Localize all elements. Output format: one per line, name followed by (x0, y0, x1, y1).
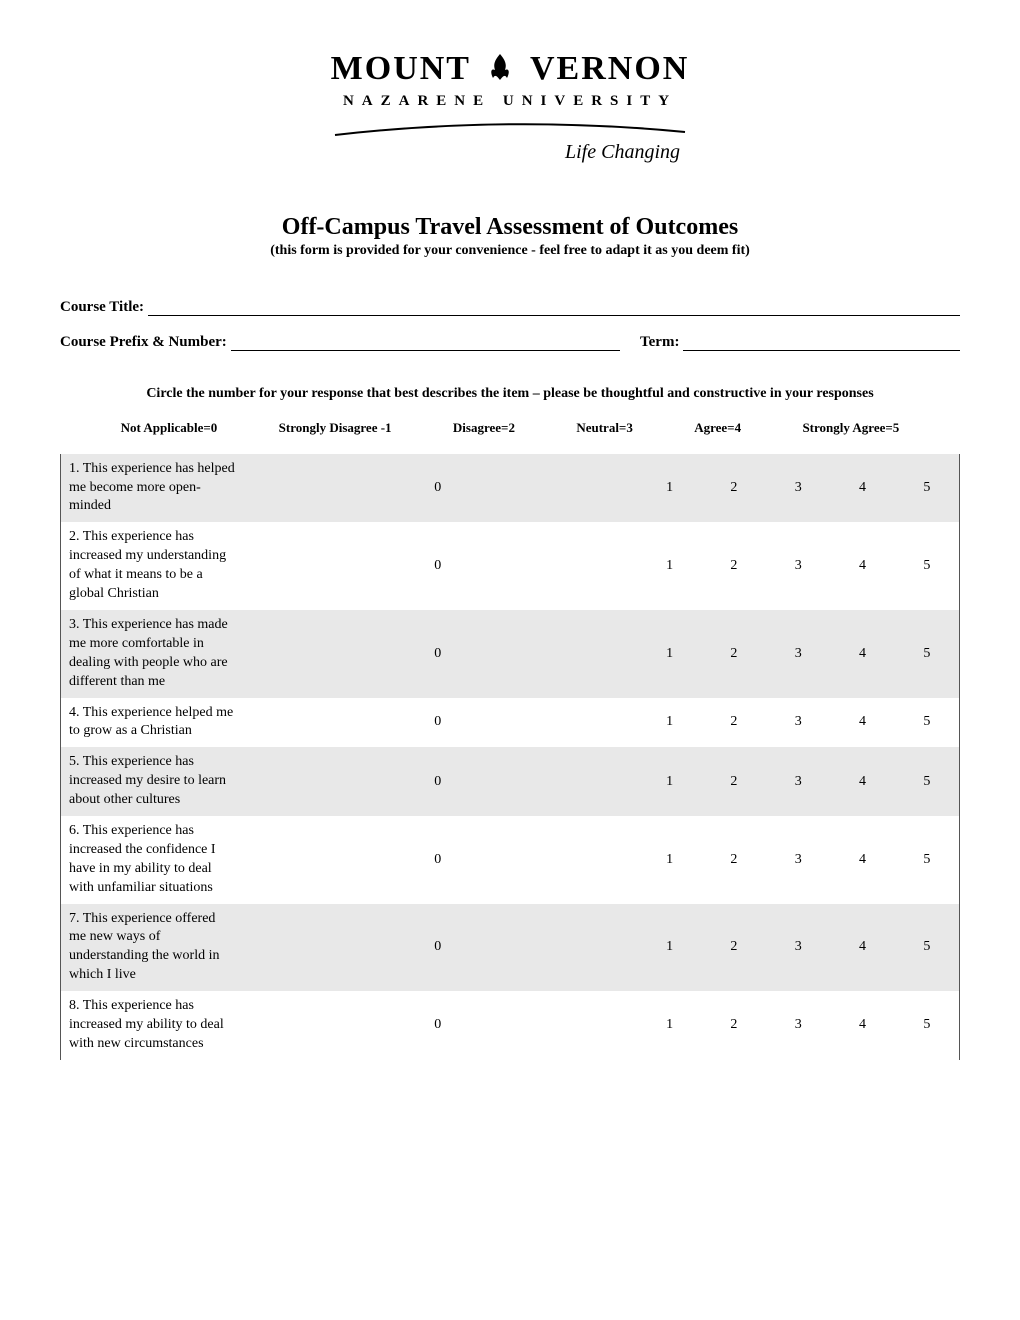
rating-option-4[interactable]: 4 (830, 454, 894, 523)
document-title: Off-Campus Travel Assessment of Outcomes (60, 214, 960, 241)
term-label: Term: (640, 334, 679, 351)
spacer (449, 816, 637, 904)
course-title-line[interactable] (148, 300, 960, 316)
rating-option-3[interactable]: 3 (766, 904, 830, 992)
rating-option-5[interactable]: 5 (895, 698, 960, 748)
rating-option-2[interactable]: 2 (702, 816, 766, 904)
rating-option-0[interactable]: 0 (243, 454, 449, 523)
course-prefix-field[interactable]: Course Prefix & Number: (60, 334, 620, 351)
rating-option-1[interactable]: 1 (637, 522, 701, 610)
rating-option-5[interactable]: 5 (895, 747, 960, 816)
rating-option-0[interactable]: 0 (243, 610, 449, 698)
rating-option-5[interactable]: 5 (895, 610, 960, 698)
legend-d: Disagree=2 (453, 420, 515, 436)
question-text: 5. This experience has increased my desi… (61, 747, 243, 816)
rating-option-2[interactable]: 2 (702, 522, 766, 610)
rating-option-1[interactable]: 1 (637, 747, 701, 816)
rating-option-4[interactable]: 4 (830, 904, 894, 992)
rating-option-1[interactable]: 1 (637, 816, 701, 904)
document-subtitle: (this form is provided for your convenie… (60, 243, 960, 259)
instructions-text: Circle the number for your response that… (60, 386, 960, 402)
university-logo: MOUNT VERNON NAZARENE UNIVERSITY Life Ch… (60, 50, 960, 164)
spacer (449, 610, 637, 698)
rating-option-0[interactable]: 0 (243, 522, 449, 610)
scale-legend: Not Applicable=0 Strongly Disagree -1 Di… (60, 420, 960, 436)
rating-option-3[interactable]: 3 (766, 522, 830, 610)
rating-option-1[interactable]: 1 (637, 610, 701, 698)
rating-option-2[interactable]: 2 (702, 747, 766, 816)
rating-option-2[interactable]: 2 (702, 698, 766, 748)
legend-sd: Strongly Disagree -1 (279, 420, 392, 436)
spacer (449, 522, 637, 610)
rating-option-4[interactable]: 4 (830, 610, 894, 698)
rating-option-1[interactable]: 1 (637, 454, 701, 523)
rating-option-4[interactable]: 4 (830, 991, 894, 1060)
logo-text-left: MOUNT (331, 50, 471, 88)
term-field[interactable]: Term: (640, 334, 960, 351)
table-row: 1. This experience has helped me become … (61, 454, 960, 523)
rating-option-1[interactable]: 1 (637, 904, 701, 992)
rating-option-4[interactable]: 4 (830, 747, 894, 816)
course-prefix-label: Course Prefix & Number: (60, 334, 227, 351)
legend-sa: Strongly Agree=5 (802, 420, 899, 436)
spacer (449, 747, 637, 816)
rating-option-0[interactable]: 0 (243, 747, 449, 816)
rating-option-4[interactable]: 4 (830, 698, 894, 748)
table-row: 3. This experience has made me more comf… (61, 610, 960, 698)
rating-option-0[interactable]: 0 (243, 816, 449, 904)
rating-option-3[interactable]: 3 (766, 747, 830, 816)
flame-icon (485, 52, 515, 91)
rating-option-2[interactable]: 2 (702, 904, 766, 992)
table-row: 4. This experience helped me to grow as … (61, 698, 960, 748)
rating-option-1[interactable]: 1 (637, 698, 701, 748)
table-row: 8. This experience has increased my abil… (61, 991, 960, 1060)
course-title-label: Course Title: (60, 299, 144, 316)
rating-option-2[interactable]: 2 (702, 991, 766, 1060)
table-row: 6. This experience has increased the con… (61, 816, 960, 904)
rating-option-5[interactable]: 5 (895, 522, 960, 610)
table-row: 7. This experience offered me new ways o… (61, 904, 960, 992)
term-line[interactable] (683, 335, 960, 351)
spacer (449, 991, 637, 1060)
rating-option-4[interactable]: 4 (830, 522, 894, 610)
rating-option-5[interactable]: 5 (895, 991, 960, 1060)
question-text: 2. This experience has increased my unde… (61, 522, 243, 610)
spacer (449, 904, 637, 992)
rating-option-5[interactable]: 5 (895, 816, 960, 904)
rating-option-2[interactable]: 2 (702, 454, 766, 523)
rating-option-4[interactable]: 4 (830, 816, 894, 904)
rating-option-0[interactable]: 0 (243, 698, 449, 748)
rating-option-2[interactable]: 2 (702, 610, 766, 698)
rating-option-5[interactable]: 5 (895, 904, 960, 992)
legend-a: Agree=4 (694, 420, 741, 436)
rating-option-3[interactable]: 3 (766, 698, 830, 748)
rating-option-3[interactable]: 3 (766, 454, 830, 523)
rating-option-0[interactable]: 0 (243, 991, 449, 1060)
question-text: 3. This experience has made me more comf… (61, 610, 243, 698)
course-prefix-line[interactable] (231, 335, 620, 351)
assessment-table: 1. This experience has helped me become … (60, 454, 960, 1060)
legend-na: Not Applicable=0 (121, 420, 218, 436)
rating-option-0[interactable]: 0 (243, 904, 449, 992)
logo-text-right: VERNON (530, 50, 689, 88)
legend-n: Neutral=3 (576, 420, 633, 436)
question-text: 7. This experience offered me new ways o… (61, 904, 243, 992)
question-text: 6. This experience has increased the con… (61, 816, 243, 904)
question-text: 8. This experience has increased my abil… (61, 991, 243, 1060)
rating-option-3[interactable]: 3 (766, 991, 830, 1060)
question-text: 4. This experience helped me to grow as … (61, 698, 243, 748)
course-title-field[interactable]: Course Title: (60, 299, 960, 316)
rating-option-3[interactable]: 3 (766, 610, 830, 698)
rating-option-3[interactable]: 3 (766, 816, 830, 904)
rating-option-5[interactable]: 5 (895, 454, 960, 523)
spacer (449, 698, 637, 748)
spacer (449, 454, 637, 523)
table-row: 5. This experience has increased my desi… (61, 747, 960, 816)
table-row: 2. This experience has increased my unde… (61, 522, 960, 610)
rating-option-1[interactable]: 1 (637, 991, 701, 1060)
question-text: 1. This experience has helped me become … (61, 454, 243, 523)
logo-subtitle: NAZARENE UNIVERSITY (60, 93, 960, 110)
